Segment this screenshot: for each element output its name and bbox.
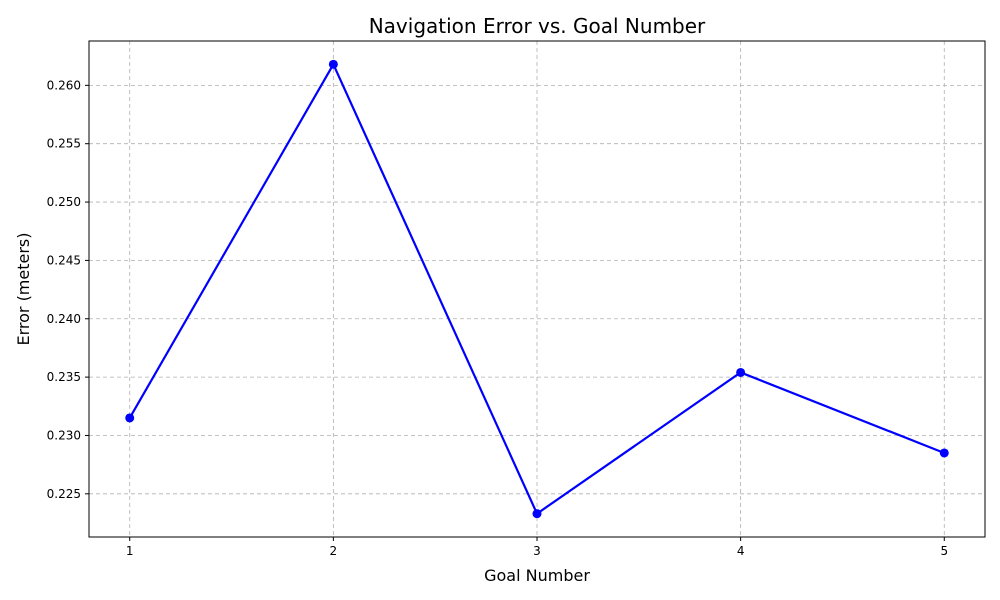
y-tick-label: 0.225 (47, 487, 81, 501)
x-tick-label: 5 (940, 544, 948, 558)
data-point (736, 367, 746, 377)
x-tick-label: 1 (126, 544, 134, 558)
x-tick-label: 2 (330, 544, 338, 558)
grid (89, 41, 985, 537)
y-axis-title: Error (meters) (14, 232, 33, 345)
y-tick-label: 0.245 (47, 253, 81, 267)
y-tick-label: 0.230 (47, 428, 81, 442)
y-tick-label: 0.250 (47, 195, 81, 209)
y-tick-label: 0.260 (47, 78, 81, 92)
y-tick-label: 0.235 (47, 370, 81, 384)
y-tick-label: 0.255 (47, 137, 81, 151)
data-point (125, 413, 135, 423)
x-tick-label: 4 (737, 544, 745, 558)
axis-ticks: 1 2 3 4 5 0.225 0.230 0.235 0.240 0.245 0.250 0.255… (47, 78, 948, 558)
x-axis-title: Goal Number (484, 566, 590, 585)
x-tick-label: 3 (533, 544, 541, 558)
series (125, 59, 949, 519)
chart-title: Navigation Error vs. Goal Number (369, 14, 706, 38)
data-point (328, 59, 338, 69)
data-point (532, 509, 542, 519)
data-point (939, 448, 949, 458)
y-tick-label: 0.240 (47, 312, 81, 326)
